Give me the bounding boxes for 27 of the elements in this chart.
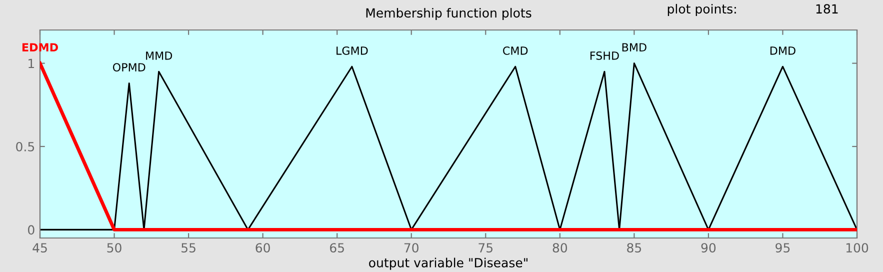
x-tick-label: 75	[478, 243, 492, 253]
series-label: MMD	[146, 52, 172, 60]
series-label: FSHD	[590, 51, 619, 60]
x-tick-label: 55	[182, 243, 196, 253]
x-tick-label: 85	[627, 243, 642, 253]
x-tick-label: 100	[846, 243, 868, 253]
series-label: CMD	[503, 46, 528, 55]
series-label: DMD	[770, 46, 796, 55]
x-tick-label: 70	[404, 243, 418, 253]
y-tick-label: 1	[28, 58, 34, 68]
series-label: EDMD	[22, 43, 58, 52]
x-tick-label: 90	[701, 243, 716, 253]
chart-title: Membership function plots	[366, 8, 532, 20]
text: plot points:	[668, 4, 736, 16]
y-tick-label: 0	[28, 225, 34, 235]
x-axis-title: output variable "Disease"	[369, 258, 528, 270]
series-label: LGMD	[336, 46, 368, 55]
x-tick-label: 60	[256, 243, 270, 253]
y-tick-label: 0.5	[16, 142, 34, 152]
x-tick-label: 95	[776, 243, 790, 253]
x-tick-label: 80	[552, 243, 568, 253]
series-label: OPMD	[112, 63, 146, 72]
text: 181	[816, 4, 838, 14]
x-tick-label: 50	[107, 243, 122, 253]
series-label: BMD	[622, 43, 646, 52]
x-tick-label: 65	[330, 243, 344, 253]
x-tick-label: 45	[32, 243, 47, 253]
